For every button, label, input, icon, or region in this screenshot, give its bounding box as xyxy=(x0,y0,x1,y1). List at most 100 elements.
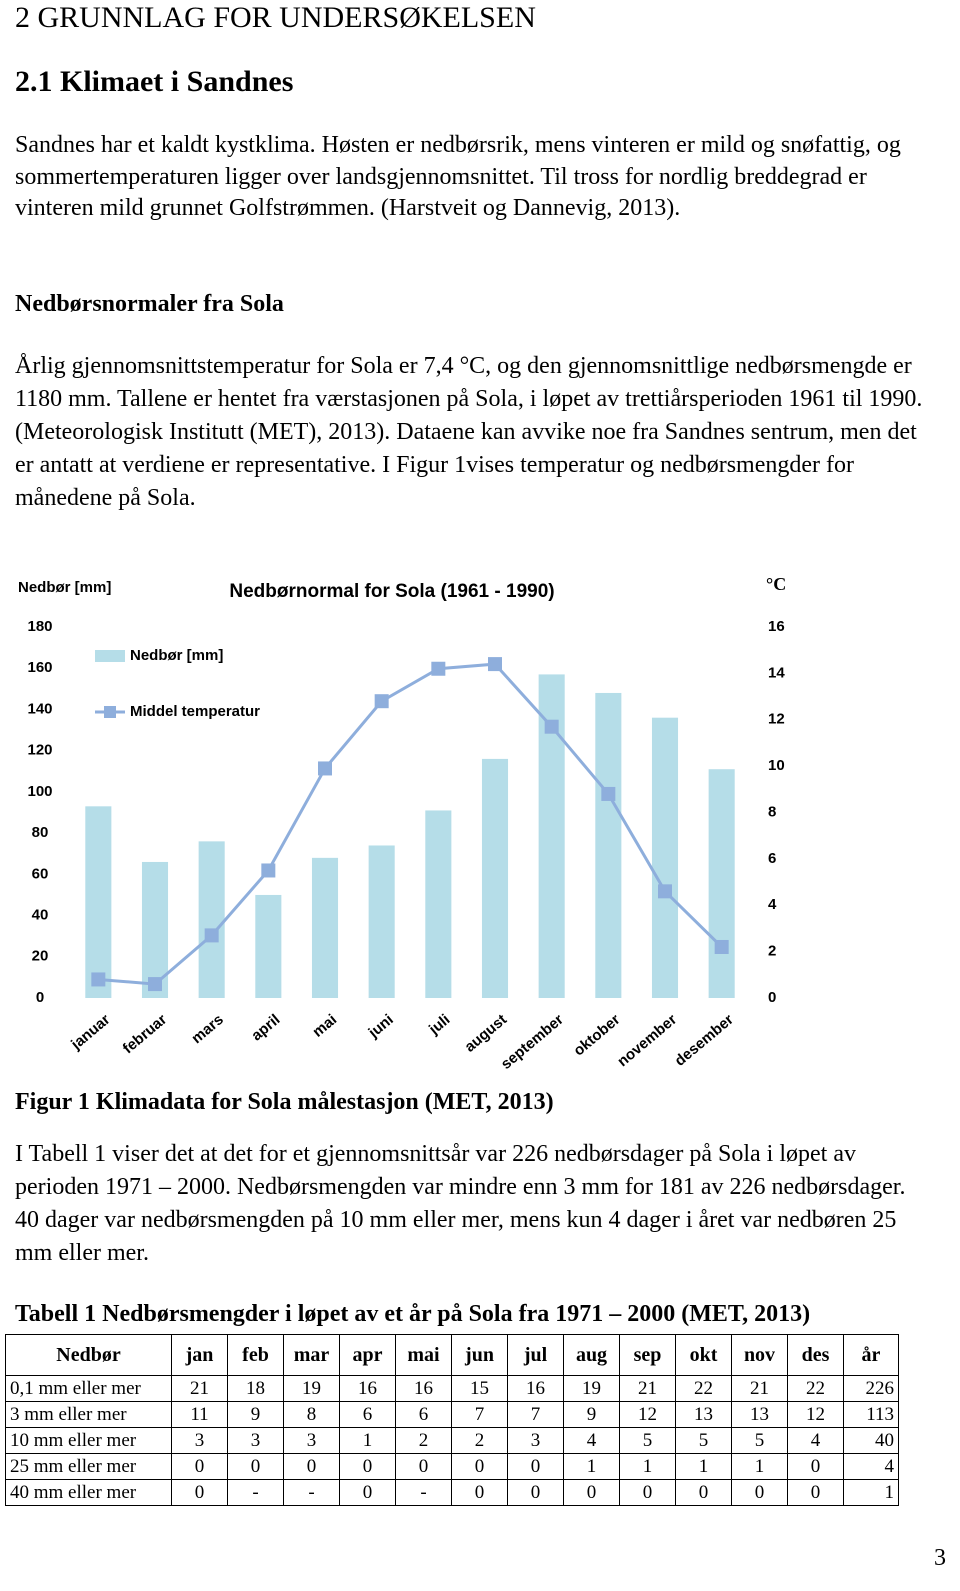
paragraph: Sandnes har et kaldt kystklima. Høsten e… xyxy=(15,132,901,221)
x-tick-label: oktober xyxy=(570,1011,623,1059)
table-row: 25 mm eller mer 0 0 0 0 0 0 0 1 1 1 1 0 4 xyxy=(5,1453,899,1480)
y-axis-label: Nedbør [mm] xyxy=(18,579,111,596)
table-cell: 0 xyxy=(227,1453,284,1480)
marker xyxy=(431,661,446,676)
header-cell: mai xyxy=(395,1334,452,1376)
table-row: 0,1 mm eller mer 21 18 19 16 16 15 16 19 21 22 21 22… xyxy=(5,1375,899,1402)
marker xyxy=(91,972,106,987)
table-cell: 5 xyxy=(731,1427,788,1454)
table-cell: 21 xyxy=(171,1375,228,1402)
table-cell: 0 xyxy=(619,1479,676,1506)
table-cell: 21 xyxy=(731,1375,788,1402)
table-cell: 6 xyxy=(395,1401,452,1428)
x-tick-label: desember xyxy=(672,1011,737,1070)
header-cell: jun xyxy=(451,1334,508,1376)
table-cell: 13 xyxy=(675,1401,732,1428)
x-tick-label: juni xyxy=(365,1011,397,1042)
table-row: 40 mm eller mer 0- -0-0 0 0 0 0 0 0 1 xyxy=(5,1479,899,1506)
table-cell: 11 xyxy=(171,1401,228,1428)
y2-tick-label: 14 xyxy=(768,664,785,681)
y2-tick-label: 6 xyxy=(768,850,776,867)
marker xyxy=(204,928,219,943)
table-cell: 0 xyxy=(171,1479,228,1506)
table-cell: 21 xyxy=(619,1375,676,1402)
x-tick-label: november xyxy=(614,1011,680,1070)
header-cell: des xyxy=(787,1334,844,1376)
y2-tick-label: 12 xyxy=(768,711,785,728)
table-cell: 1 xyxy=(843,1479,899,1506)
legend-swatch xyxy=(95,650,125,662)
table-cell: 0 xyxy=(171,1453,228,1480)
bar xyxy=(198,841,225,998)
marker xyxy=(601,786,616,801)
heading: 2 GRUNNLAG FOR UNDERSØKELSEN xyxy=(15,1,536,34)
subheading: 2.1 Klimaet i Sandnes xyxy=(15,65,294,98)
table-caption: Tabell 1 Nedbørsmengder i løpet av et år… xyxy=(15,1301,811,1327)
bar xyxy=(368,845,395,998)
chart: Nedbørnormal for Sola (1961 - 1990) Nedb… xyxy=(18,574,786,1073)
y-tick-label: 80 xyxy=(32,824,49,841)
table-row: 10 mm eller mer 3 3 3 1 2 2 3 4 5 5 5 4 40 xyxy=(5,1427,899,1454)
table-cell: 0 xyxy=(675,1479,732,1506)
table-cell: 3 mm eller mer xyxy=(5,1401,172,1428)
header-cell: feb xyxy=(227,1334,284,1376)
table-cell: 22 xyxy=(787,1375,844,1402)
table-cell: 22 xyxy=(675,1375,732,1402)
table-cell: 0,1 mm eller mer xyxy=(5,1375,172,1402)
table-cell: 5 xyxy=(675,1427,732,1454)
table-cell: 226 xyxy=(843,1375,899,1402)
chart-title: Nedbørnormal for Sola (1961 - 1990) xyxy=(229,581,554,602)
table-cell: 3 xyxy=(171,1427,228,1454)
bar xyxy=(311,857,339,998)
table-cell: 19 xyxy=(563,1375,620,1402)
table-cell: 0 xyxy=(731,1479,788,1506)
header-cell: aug xyxy=(563,1334,620,1376)
table-cell: 1 xyxy=(339,1427,396,1454)
table-cell: 18 xyxy=(227,1375,284,1402)
section-title: Nedbørsnormaler fra Sola xyxy=(15,291,284,317)
table-cell: 12 xyxy=(619,1401,676,1428)
table-header-row: Nedbør jan feb mar apr mai jun jul aug sep okt nov d… xyxy=(5,1334,899,1376)
x-tick-label: mai xyxy=(309,1011,340,1041)
table-cell: 13 xyxy=(731,1401,788,1428)
y-tick-label: 0 xyxy=(36,989,44,1006)
header-cell: sep xyxy=(619,1334,676,1376)
bar xyxy=(708,769,735,998)
header-cell: nov xyxy=(731,1334,788,1376)
marker xyxy=(714,939,729,954)
table-cell: 1 xyxy=(619,1453,676,1480)
bar xyxy=(255,894,282,998)
y2-tick-label: 16 xyxy=(768,618,785,635)
paragraph: I Tabell 1 viser det at det for et gjenn… xyxy=(15,1141,906,1266)
figure-caption: Figur 1 Klimadata for Sola målestasjon (… xyxy=(15,1089,554,1115)
legend-swatch xyxy=(104,706,116,718)
table-cell: 9 xyxy=(563,1401,620,1428)
header-cell: mar xyxy=(283,1334,340,1376)
legend-label: Nedbør [mm] xyxy=(130,647,223,664)
bar xyxy=(85,806,112,998)
table-cell: 6 xyxy=(339,1401,396,1428)
y2-tick-label: 0 xyxy=(768,989,776,1006)
y2-tick-label: 10 xyxy=(768,757,785,774)
table-cell: 15 xyxy=(451,1375,508,1402)
marker xyxy=(544,719,559,734)
marker xyxy=(261,863,276,878)
marker xyxy=(488,657,502,672)
table-cell: 0 xyxy=(283,1453,340,1480)
y-tick-label: 180 xyxy=(27,618,52,635)
table-cell: 4 xyxy=(843,1453,899,1480)
marker xyxy=(148,977,162,992)
table-cell: 0 xyxy=(787,1453,844,1480)
table-cell: 0 xyxy=(395,1453,452,1480)
y-tick-label: 160 xyxy=(27,659,52,676)
y-tick-label: 120 xyxy=(27,742,52,759)
bar xyxy=(425,810,452,998)
y-tick-label: 60 xyxy=(32,865,49,882)
header-cell: okt xyxy=(675,1334,732,1376)
table-cell: 3 xyxy=(507,1427,564,1454)
table-cell: 8 xyxy=(283,1401,340,1428)
table-cell: 1 xyxy=(731,1453,788,1480)
table-cell: 12 xyxy=(787,1401,844,1428)
table-cell: 10 mm eller mer xyxy=(5,1427,172,1454)
x-tick-label: april xyxy=(248,1011,283,1044)
